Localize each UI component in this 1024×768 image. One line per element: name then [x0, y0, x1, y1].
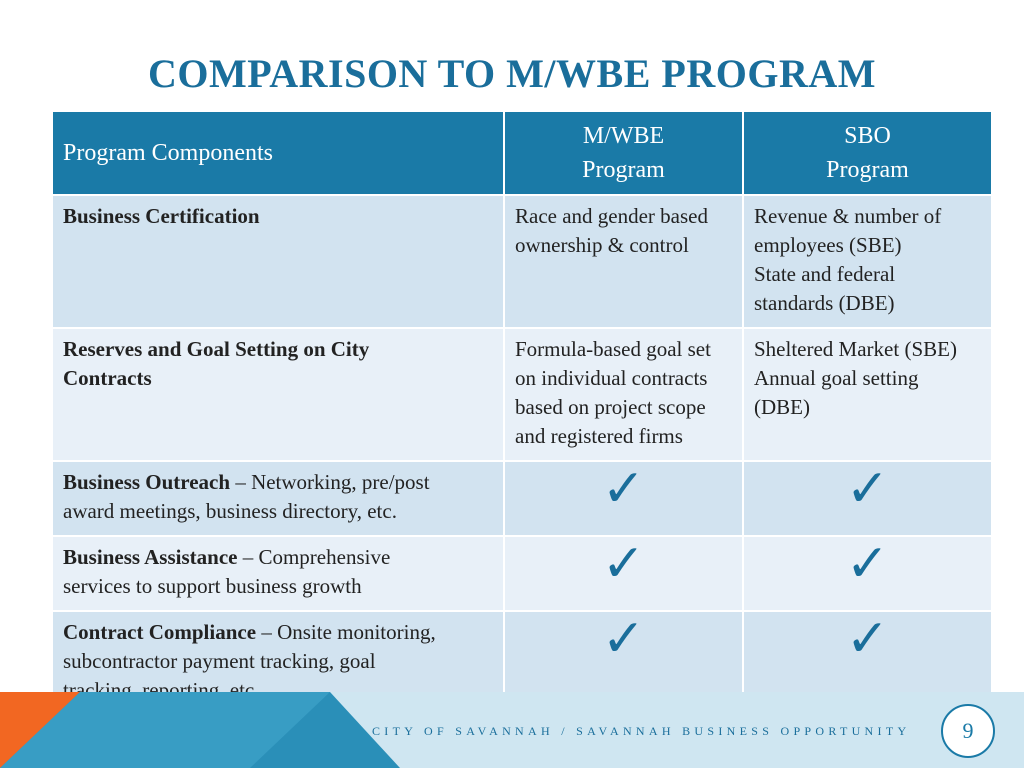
row-label-text: subcontractor payment tracking, goal: [63, 649, 376, 673]
checkmark-icon: ✓: [601, 609, 646, 669]
header-sbo-program: SBO Program: [742, 110, 993, 196]
footer-organization-text: CITY OF SAVANNAH / SAVANNAH BUSINESS OPP…: [372, 724, 911, 738]
checkmark-icon: ✓: [845, 459, 890, 519]
sbo-cell: ✓: [742, 534, 993, 612]
sbo-cell: ✓: [742, 459, 993, 537]
row-label-text: services to support business growth: [63, 574, 362, 598]
checkmark-icon: ✓: [601, 534, 646, 594]
row-label-bold: Business Certification: [63, 204, 260, 228]
header-mwbe-line1: M/WBE: [582, 123, 665, 149]
cell-line: State and federal: [754, 262, 896, 286]
cell-line: Sheltered Market (SBE): [754, 337, 957, 361]
mwbe-cell: Formula-based goal set on individual con…: [503, 327, 744, 462]
header-program-components: Program Components: [51, 110, 505, 196]
header-mwbe-program: M/WBE Program: [503, 110, 744, 196]
table-header-row: Program Components M/WBE Program SBO Pro…: [51, 110, 993, 196]
cell-line: Race and gender based: [515, 204, 708, 228]
cell-line: on individual contracts: [515, 366, 708, 390]
header-sbo-line2: Program: [826, 157, 909, 183]
cell-line: Revenue & number of: [754, 204, 942, 228]
checkmark-icon: ✓: [845, 534, 890, 594]
row-label: Business Certification: [51, 194, 505, 329]
cell-line: (DBE): [754, 395, 810, 419]
cell-line: Formula-based goal set: [515, 337, 711, 361]
row-label: Reserves and Goal Setting on City Contra…: [51, 327, 505, 462]
cell-line: Annual goal setting: [754, 366, 919, 390]
row-label-text: – Comprehensive: [237, 545, 391, 569]
footer-mid-shape: [0, 692, 330, 768]
table-row: Reserves and Goal Setting on City Contra…: [51, 327, 993, 462]
cell-line: employees (SBE): [754, 233, 902, 257]
mwbe-cell: Race and gender based ownership & contro…: [503, 194, 744, 329]
slide-title: COMPARISON TO M/WBE PROGRAM: [148, 51, 876, 96]
table-row: Business Certification Race and gender b…: [51, 194, 993, 329]
header-mwbe-line2: Program: [582, 157, 665, 183]
row-label-text: – Networking, pre/post: [230, 470, 430, 494]
row-label: Business Assistance – Comprehensive serv…: [51, 535, 505, 612]
checkmark-icon: ✓: [601, 459, 646, 519]
footer-decoration: [0, 692, 1024, 768]
row-label-bold: Business Outreach: [63, 470, 231, 494]
cell-line: standards (DBE): [754, 291, 895, 315]
footer-band: [0, 692, 1024, 768]
page-number-badge: 9: [941, 704, 995, 758]
row-label-text: – Onsite monitoring,: [256, 620, 436, 644]
mwbe-cell: ✓: [503, 534, 744, 612]
table-row: Business Assistance – Comprehensive serv…: [51, 534, 993, 612]
row-label-bold: Contracts: [63, 366, 152, 390]
comparison-table: Program Components M/WBE Program SBO Pro…: [51, 110, 993, 716]
checkmark-icon: ✓: [845, 609, 890, 669]
sbo-cell: Revenue & number of employees (SBE) Stat…: [742, 194, 993, 329]
cell-line: based on project scope: [515, 395, 706, 419]
cell-line: ownership & control: [515, 233, 689, 257]
header-sbo-line1: SBO: [844, 123, 891, 149]
row-label-bold: Reserves and Goal Setting on City: [63, 337, 370, 361]
row-label-bold: Business Assistance: [63, 545, 238, 569]
table-row: Business Outreach – Networking, pre/post…: [51, 459, 993, 537]
row-label-text: award meetings, business directory, etc.: [63, 499, 397, 523]
row-label-bold: Contract Compliance: [63, 620, 257, 644]
cell-line: and registered firms: [515, 424, 683, 448]
mwbe-cell: ✓: [503, 459, 744, 537]
sbo-cell: Sheltered Market (SBE) Annual goal setti…: [742, 327, 993, 462]
page-number: 9: [962, 718, 974, 743]
row-label: Business Outreach – Networking, pre/post…: [51, 460, 505, 537]
